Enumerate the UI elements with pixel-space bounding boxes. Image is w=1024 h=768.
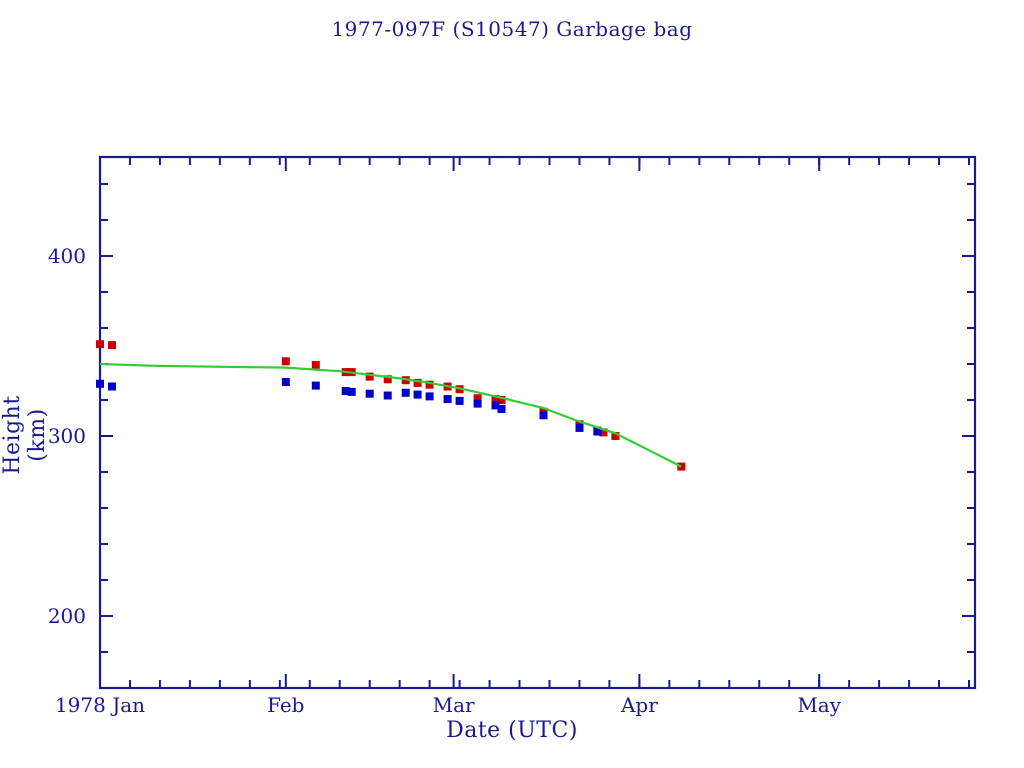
data-point bbox=[599, 428, 608, 437]
data-point bbox=[497, 396, 506, 404]
data-point bbox=[347, 387, 356, 396]
data-point bbox=[425, 380, 434, 389]
data-point bbox=[611, 432, 620, 440]
series-markers-apogee bbox=[96, 340, 686, 471]
data-point bbox=[413, 378, 422, 387]
data-point bbox=[311, 381, 320, 390]
data-point bbox=[96, 379, 104, 388]
plot-frame bbox=[98, 155, 977, 690]
data-point bbox=[497, 405, 506, 413]
data-point bbox=[96, 340, 104, 349]
data-point bbox=[473, 394, 482, 403]
data-point bbox=[341, 387, 350, 395]
x-tick-label: Mar bbox=[433, 693, 475, 717]
series-line-mean-height bbox=[99, 362, 682, 468]
data-point bbox=[383, 375, 392, 384]
data-point bbox=[311, 360, 320, 369]
data-point bbox=[401, 388, 410, 397]
data-point bbox=[575, 423, 584, 432]
page-title: 1977-097F (S10547) Garbage bag bbox=[331, 17, 693, 41]
series-markers-perigee bbox=[96, 378, 602, 436]
y-tick-label: 400 bbox=[48, 244, 86, 268]
data-point bbox=[539, 411, 548, 420]
data-point bbox=[281, 357, 290, 366]
data-point bbox=[281, 378, 290, 386]
data-point bbox=[413, 390, 422, 399]
data-point bbox=[383, 391, 392, 400]
x-tick-label: 1978 Jan bbox=[55, 693, 145, 717]
data-point bbox=[365, 389, 374, 398]
data-point bbox=[491, 395, 500, 404]
x-tick-label: Feb bbox=[267, 693, 304, 717]
data-point bbox=[473, 399, 482, 408]
data-point bbox=[425, 392, 434, 401]
data-point bbox=[491, 401, 500, 410]
data-point bbox=[108, 382, 116, 391]
data-point bbox=[593, 427, 602, 436]
data-point bbox=[455, 396, 464, 405]
y-tick-label: 200 bbox=[48, 604, 86, 628]
x-tick-label: May bbox=[797, 693, 841, 717]
x-tick-label: Apr bbox=[620, 693, 658, 717]
y-tick-label: 300 bbox=[48, 424, 86, 448]
data-point bbox=[108, 341, 116, 350]
x-axis-label: Date (UTC) bbox=[446, 718, 578, 743]
data-point bbox=[443, 395, 452, 404]
data-point bbox=[365, 372, 374, 381]
